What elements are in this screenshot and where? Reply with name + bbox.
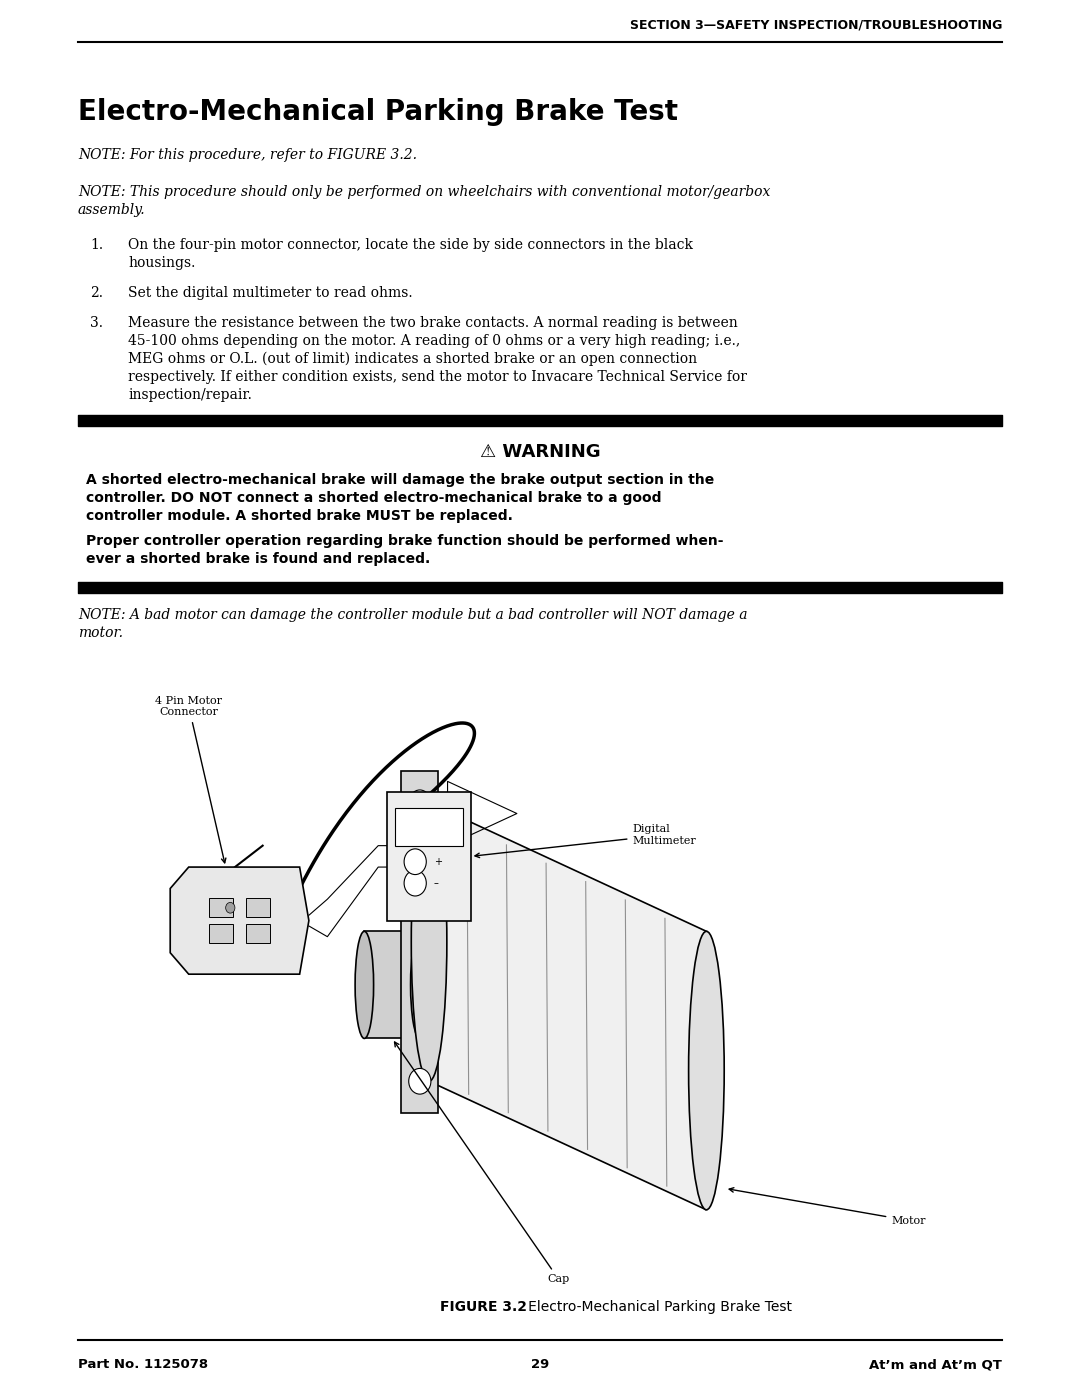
Polygon shape <box>171 868 309 974</box>
Text: –: – <box>434 879 438 888</box>
Text: controller module. A shorted brake MUST be replaced.: controller module. A shorted brake MUST … <box>86 509 513 522</box>
Text: 2.: 2. <box>90 286 103 300</box>
Text: A shorted electro-mechanical brake will damage the brake output section in the: A shorted electro-mechanical brake will … <box>86 474 714 488</box>
Text: NOTE: This procedure should only be performed on wheelchairs with conventional m: NOTE: This procedure should only be perf… <box>78 184 770 198</box>
Bar <box>395 807 463 845</box>
Text: At’m and At’m QT: At’m and At’m QT <box>869 1358 1002 1370</box>
Text: assembly.: assembly. <box>78 203 146 217</box>
Text: 45-100 ohms depending on the motor. A reading of 0 ohms or a very high reading; : 45-100 ohms depending on the motor. A re… <box>129 334 740 348</box>
Text: housings.: housings. <box>129 256 195 270</box>
Circle shape <box>226 902 235 914</box>
Text: Motor: Motor <box>729 1187 926 1225</box>
Text: respectively. If either condition exists, send the motor to Invacare Technical S: respectively. If either condition exists… <box>129 370 747 384</box>
Bar <box>210 898 233 918</box>
Polygon shape <box>364 932 420 1038</box>
Text: Set the digital multimeter to read ohms.: Set the digital multimeter to read ohms. <box>129 286 413 300</box>
Bar <box>246 923 270 943</box>
Text: ever a shorted brake is found and replaced.: ever a shorted brake is found and replac… <box>86 552 430 566</box>
Text: SECTION 3—SAFETY INSPECTION/TROUBLESHOOTING: SECTION 3—SAFETY INSPECTION/TROUBLESHOOT… <box>630 20 1002 32</box>
Text: NOTE: For this procedure, refer to FIGURE 3.2.: NOTE: For this procedure, refer to FIGUR… <box>78 148 417 162</box>
Circle shape <box>404 870 427 895</box>
Text: 4 Pin Motor
Connector: 4 Pin Motor Connector <box>156 696 226 863</box>
Text: +: + <box>434 856 442 866</box>
Text: motor.: motor. <box>78 626 123 640</box>
Ellipse shape <box>410 932 429 1038</box>
Text: Cap: Cap <box>394 1042 569 1284</box>
Text: On the four-pin motor connector, locate the side by side connectors in the black: On the four-pin motor connector, locate … <box>129 237 693 251</box>
Text: 29: 29 <box>531 1358 549 1370</box>
Text: Electro-Mechanical Parking Brake Test: Electro-Mechanical Parking Brake Test <box>515 1301 792 1315</box>
Text: Digital
Multimeter: Digital Multimeter <box>475 824 697 858</box>
Circle shape <box>408 1069 431 1094</box>
Text: ⚠ WARNING: ⚠ WARNING <box>480 443 600 461</box>
Text: 1.: 1. <box>90 237 103 251</box>
Polygon shape <box>429 803 706 1210</box>
Ellipse shape <box>355 932 374 1038</box>
Circle shape <box>404 849 427 875</box>
Text: controller. DO NOT connect a shorted electro-mechanical brake to a good: controller. DO NOT connect a shorted ele… <box>86 490 661 504</box>
Text: Electro-Mechanical Parking Brake Test: Electro-Mechanical Parking Brake Test <box>78 98 678 126</box>
Polygon shape <box>402 771 438 1113</box>
Bar <box>388 792 471 921</box>
Bar <box>246 898 270 918</box>
Text: MEG ohms or O.L. (out of limit) indicates a shorted brake or an open connection: MEG ohms or O.L. (out of limit) indicate… <box>129 352 697 366</box>
Ellipse shape <box>689 932 725 1210</box>
Text: inspection/repair.: inspection/repair. <box>129 388 252 402</box>
Text: 3.: 3. <box>90 316 103 330</box>
Text: Proper controller operation regarding brake function should be performed when-: Proper controller operation regarding br… <box>86 534 724 548</box>
Bar <box>210 923 233 943</box>
Ellipse shape <box>411 803 447 1081</box>
Text: Measure the resistance between the two brake contacts. A normal reading is betwe: Measure the resistance between the two b… <box>129 316 738 330</box>
Circle shape <box>408 789 431 816</box>
Text: FIGURE 3.2: FIGURE 3.2 <box>440 1301 527 1315</box>
Text: Part No. 1125078: Part No. 1125078 <box>78 1358 208 1370</box>
Text: NOTE: A bad motor can damage the controller module but a bad controller will NOT: NOTE: A bad motor can damage the control… <box>78 608 747 622</box>
